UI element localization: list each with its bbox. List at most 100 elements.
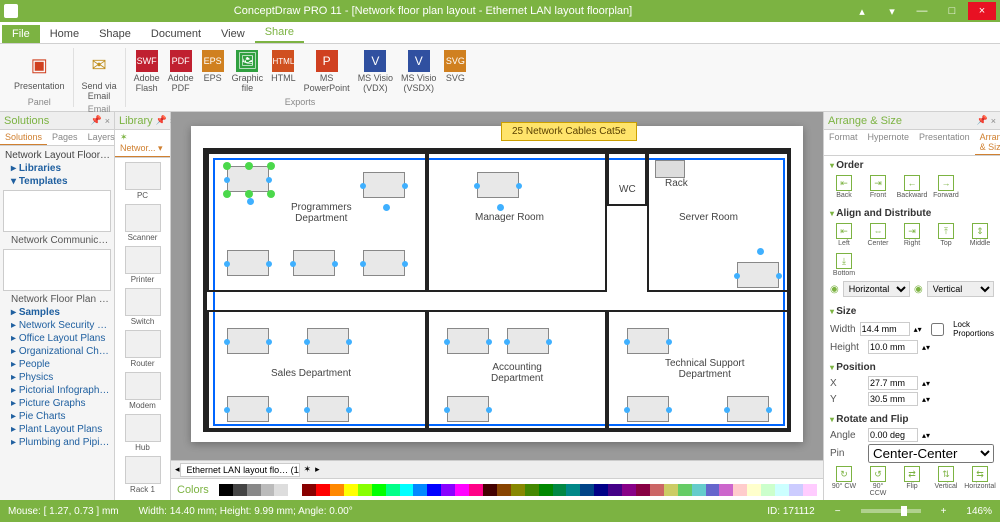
distribute-horiz[interactable]: Horizontal <box>843 281 910 297</box>
swatch[interactable] <box>719 484 733 496</box>
subtab-pages[interactable]: Pages <box>47 130 83 145</box>
tree-item[interactable]: ▸ People <box>3 358 111 371</box>
swatch[interactable] <box>288 484 302 496</box>
swatch[interactable] <box>274 484 288 496</box>
pin-icon[interactable]: 📌 <box>156 115 167 126</box>
order-backward[interactable]: ←Backward <box>898 175 926 199</box>
close-icon[interactable]: × <box>105 116 110 126</box>
tab-add[interactable]: ✶ <box>300 464 316 475</box>
align-right[interactable]: ⇥Right <box>898 223 926 247</box>
swatch[interactable] <box>650 484 664 496</box>
pin-icon[interactable]: 📌 <box>977 115 988 126</box>
lib-dropdown[interactable]: ✶ Networ... ▾ <box>115 130 170 157</box>
swatch[interactable] <box>706 484 720 496</box>
device[interactable] <box>727 396 769 422</box>
swatch[interactable] <box>733 484 747 496</box>
zoom-slider[interactable] <box>861 509 921 513</box>
device[interactable] <box>507 328 549 354</box>
tree-item[interactable]: ▸ Plant Layout Plans <box>3 423 111 436</box>
swatch[interactable] <box>483 484 497 496</box>
device[interactable] <box>307 396 349 422</box>
tab-home[interactable]: Home <box>40 25 89 43</box>
device[interactable] <box>447 328 489 354</box>
lib-rack[interactable]: Rack 1 <box>125 456 161 494</box>
tab-nav-next[interactable]: ▸ <box>315 464 320 475</box>
flip[interactable]: ⇄Flip <box>898 466 926 497</box>
tree-item[interactable]: ▸ Pictorial Infographics <box>3 384 111 397</box>
swatch[interactable] <box>469 484 483 496</box>
swatch[interactable] <box>511 484 525 496</box>
swatch[interactable] <box>372 484 386 496</box>
export-pdf-button[interactable]: PDFAdobe PDF <box>166 48 196 96</box>
tab-share[interactable]: Share <box>255 23 304 43</box>
align-left[interactable]: ⇤Left <box>830 223 858 247</box>
tab-document[interactable]: Document <box>141 25 211 43</box>
device[interactable] <box>227 250 269 276</box>
tree-item[interactable]: ▸ Network Security Diagrams <box>3 319 111 332</box>
lib-scanner[interactable]: Scanner <box>125 204 161 242</box>
swatch[interactable] <box>664 484 678 496</box>
tree-item[interactable]: ▸ Picture Graphs <box>3 397 111 410</box>
swatch[interactable] <box>261 484 275 496</box>
export-graphic-button[interactable]: 🖼Graphic file <box>230 48 266 96</box>
swatch[interactable] <box>247 484 261 496</box>
rotate-cw[interactable]: ↻90° CW <box>830 466 858 497</box>
tree-templates[interactable]: ▾ Templates <box>3 175 111 188</box>
distribute-vert[interactable]: Vertical <box>927 281 994 297</box>
swatch[interactable] <box>747 484 761 496</box>
swatch[interactable] <box>566 484 580 496</box>
export-vdx-button[interactable]: VMS Visio (VDX) <box>356 48 395 96</box>
tree-samples[interactable]: ▸ Samples <box>3 306 111 319</box>
swatch[interactable] <box>441 484 455 496</box>
swatch[interactable] <box>594 484 608 496</box>
tree-item[interactable]: ▸ Plumbing and Piping Plans <box>3 436 111 449</box>
tab-view[interactable]: View <box>211 25 255 43</box>
device[interactable] <box>363 172 405 198</box>
lib-switch[interactable]: Switch <box>125 288 161 326</box>
export-vsdx-button[interactable]: VMS Visio (VSDX) <box>399 48 438 96</box>
tree-item[interactable]: ▸ Pie Charts <box>3 410 111 423</box>
export-flash-button[interactable]: SWFAdobe Flash <box>132 48 162 96</box>
lib-router[interactable]: Router <box>125 330 161 368</box>
subtab-solutions[interactable]: Solutions <box>0 130 47 145</box>
align-center[interactable]: ⇔Center <box>864 223 892 247</box>
lock-proportions[interactable] <box>926 323 950 336</box>
send-email-button[interactable]: ✉Send via Email <box>80 48 119 104</box>
device[interactable] <box>293 250 335 276</box>
flip-vert[interactable]: ⇅Vertical <box>932 466 960 497</box>
callout[interactable]: 25 Network Cables Cat5e <box>501 122 637 141</box>
swatch[interactable] <box>497 484 511 496</box>
swatch[interactable] <box>302 484 316 496</box>
minimize-button[interactable]: — <box>908 2 936 20</box>
tree-item[interactable]: ▸ Organizational Charts <box>3 345 111 358</box>
subtab-hypernote[interactable]: Hypernote <box>863 130 915 155</box>
close-button[interactable]: × <box>968 2 996 20</box>
zoom-in[interactable]: + <box>941 506 947 517</box>
swatch[interactable] <box>622 484 636 496</box>
lib-hub[interactable]: Hub <box>125 414 161 452</box>
device[interactable] <box>307 328 349 354</box>
template-thumb-1[interactable] <box>3 190 111 232</box>
swatch[interactable] <box>358 484 372 496</box>
lib-modem[interactable]: Modem <box>125 372 161 410</box>
swatch[interactable] <box>413 484 427 496</box>
flip-horiz[interactable]: ⇆Horizontal <box>966 466 994 497</box>
swatch[interactable] <box>344 484 358 496</box>
subtab-arrange[interactable]: Arrange & Size <box>975 130 1000 155</box>
align-top[interactable]: ⤒Top <box>932 223 960 247</box>
swatch[interactable] <box>525 484 539 496</box>
close-icon[interactable]: × <box>991 116 996 126</box>
swatch[interactable] <box>233 484 247 496</box>
lib-printer[interactable]: Printer <box>125 246 161 284</box>
tab-file[interactable]: File <box>2 25 40 43</box>
angle-input[interactable] <box>868 428 918 442</box>
rotate-ccw[interactable]: ↺90° CCW <box>864 466 892 497</box>
zoom-out[interactable]: − <box>835 506 841 517</box>
align-bottom[interactable]: ⤓Bottom <box>830 253 858 277</box>
canvas[interactable]: 25 Network Cables Cat5e Pro <box>171 112 823 460</box>
device[interactable] <box>227 396 269 422</box>
ribbon-dropdown[interactable]: ▾ <box>878 2 906 20</box>
width-input[interactable] <box>860 322 910 336</box>
ribbon-minimize[interactable]: ▴ <box>848 2 876 20</box>
swatch[interactable] <box>608 484 622 496</box>
